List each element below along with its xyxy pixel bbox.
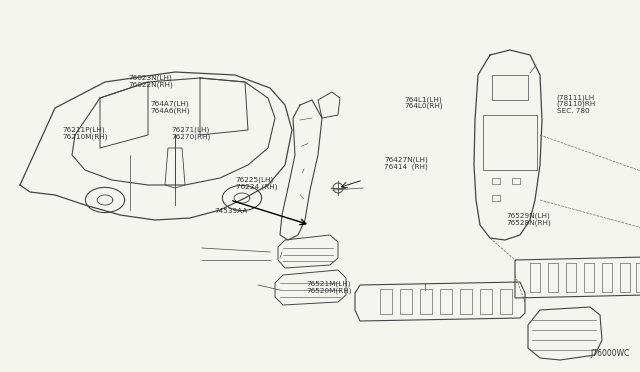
Text: 76224 (RH): 76224 (RH) xyxy=(236,183,277,190)
Text: 764L1(LH): 764L1(LH) xyxy=(404,96,442,103)
Text: 76528N(RH): 76528N(RH) xyxy=(507,219,552,226)
Text: 76520M(RH): 76520M(RH) xyxy=(306,288,351,294)
Text: 764A7(LH): 764A7(LH) xyxy=(150,101,189,108)
Text: 76225(LH): 76225(LH) xyxy=(236,177,274,183)
Text: J76000WC: J76000WC xyxy=(591,349,630,358)
Text: 76427N(LH): 76427N(LH) xyxy=(384,157,428,163)
Text: 764L0(RH): 764L0(RH) xyxy=(404,103,443,109)
Text: 76521M(LH): 76521M(LH) xyxy=(306,281,351,288)
Text: SEC. 780: SEC. 780 xyxy=(557,108,589,114)
Text: 76270(RH): 76270(RH) xyxy=(172,134,211,140)
Text: 76414  (RH): 76414 (RH) xyxy=(384,163,428,170)
Text: 76023N(LH): 76023N(LH) xyxy=(128,75,172,81)
Text: (78110)RH: (78110)RH xyxy=(557,101,596,108)
Text: (78111)LH: (78111)LH xyxy=(557,94,595,101)
Text: 76211P(LH): 76211P(LH) xyxy=(63,127,106,134)
Text: 76529N(LH): 76529N(LH) xyxy=(507,212,550,219)
Text: 74539AA: 74539AA xyxy=(214,208,248,214)
Text: 76271(LH): 76271(LH) xyxy=(172,127,210,134)
Text: 764A6(RH): 764A6(RH) xyxy=(150,108,190,114)
Text: 76210M(RH): 76210M(RH) xyxy=(63,134,108,140)
Text: 76022N(RH): 76022N(RH) xyxy=(128,81,173,88)
